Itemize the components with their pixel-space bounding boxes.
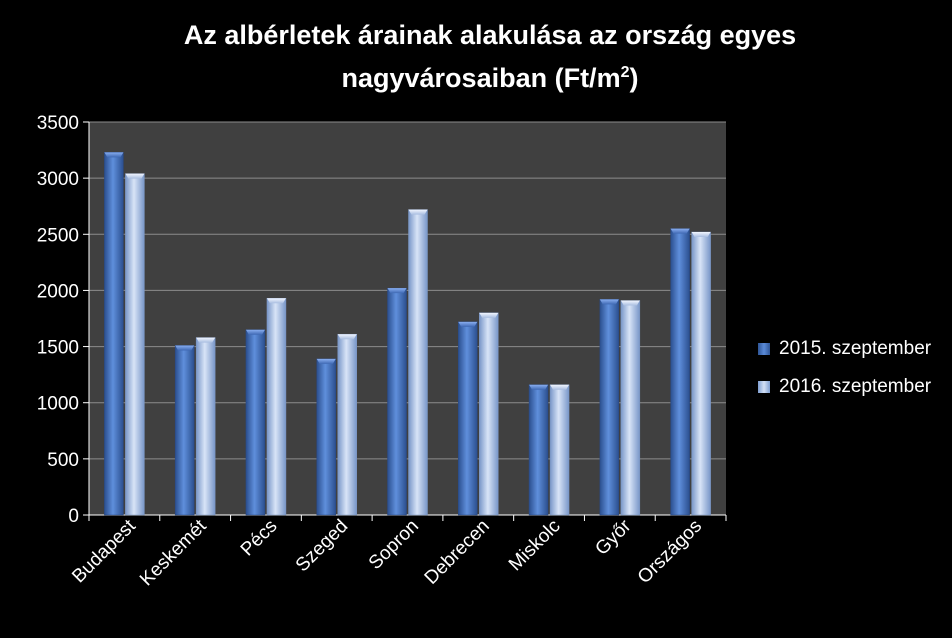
- bar-cap-2015-3: [316, 358, 336, 364]
- bar-2015-6: [528, 384, 549, 516]
- chart-title-line1: Az albérletek árainak alakulása az orszá…: [183, 20, 797, 50]
- bar-2016-4: [408, 209, 428, 516]
- chart-title-line2-text: nagyvárosaiban (Ft/m: [341, 63, 621, 93]
- chart-title-line2: nagyvárosaiban (Ft/m2): [60, 54, 920, 97]
- bar-2016-3: [337, 333, 357, 516]
- legend-swatch-2016: [758, 381, 770, 393]
- bar-cap-2015-8: [670, 228, 690, 234]
- x-category-label: Keskemét: [136, 515, 211, 590]
- legend-item-2015: 2015. szeptember: [758, 330, 952, 368]
- bar-2016-0: [125, 173, 145, 516]
- bar-2015-3: [316, 358, 336, 516]
- y-tick-label: 2000: [37, 281, 79, 302]
- bar-cap-2016-3: [337, 334, 357, 340]
- x-category-label: Pécs: [237, 516, 282, 561]
- bar-cap-2016-0: [125, 173, 145, 179]
- bar-cap-2015-0: [104, 152, 124, 158]
- bar-cap-2016-4: [408, 209, 428, 215]
- legend-label-2015: 2015. szeptember: [779, 338, 932, 359]
- bar-cap-2015-1: [175, 345, 195, 351]
- bar-cap-2016-5: [479, 312, 499, 318]
- bar-cap-2016-1: [196, 337, 216, 343]
- bar-cap-2015-6: [529, 384, 549, 390]
- chart-title-end: ): [629, 63, 639, 93]
- y-tick-label: 3500: [37, 113, 79, 134]
- bar-cap-2015-2: [245, 329, 265, 335]
- x-category-label: Szeged: [292, 516, 352, 576]
- y-tick-label: 0: [68, 506, 79, 527]
- x-category-label: Miskolc: [505, 516, 565, 576]
- y-tick-label: 1500: [37, 338, 79, 359]
- bar-2016-6: [549, 384, 570, 516]
- y-tick-label: 3000: [37, 169, 79, 190]
- x-category-label: Országos: [634, 516, 706, 588]
- bar-2015-2: [245, 329, 266, 516]
- plot-area: [89, 122, 726, 515]
- legend: 2015. szeptember 2016. szeptember: [758, 330, 952, 406]
- y-tick-label: 1000: [37, 394, 79, 415]
- bar-2015-4: [387, 287, 407, 516]
- bar-2016-7: [620, 300, 641, 516]
- bar-2015-1: [174, 345, 195, 516]
- bar-cap-2015-7: [599, 299, 619, 305]
- bar-2016-1: [195, 337, 216, 516]
- bar-2015-7: [599, 299, 620, 516]
- bar-2016-5: [479, 312, 499, 516]
- bar-2015-5: [458, 321, 478, 516]
- chart-title: Az albérletek árainak alakulása az orszá…: [60, 16, 920, 97]
- y-tick-label: 500: [47, 450, 79, 471]
- bar-cap-2016-8: [691, 232, 711, 238]
- bar-cap-2016-7: [620, 300, 640, 306]
- x-category-label: Debrecen: [421, 516, 494, 589]
- legend-item-2016: 2016. szeptember: [758, 368, 952, 406]
- bar-cap-2016-2: [266, 298, 286, 304]
- x-category-label: Budapest: [68, 515, 140, 587]
- x-category-label: Győr: [591, 515, 635, 559]
- bar-2015-8: [670, 228, 690, 516]
- bar-cap-2015-4: [387, 288, 407, 294]
- legend-label-2016: 2016. szeptember: [779, 376, 932, 397]
- chart-title-superscript: 2: [620, 64, 630, 81]
- legend-swatch-2015: [758, 343, 770, 355]
- bar-2016-2: [266, 298, 287, 516]
- x-category-label: Sopron: [365, 516, 423, 574]
- bar-cap-2016-6: [550, 384, 570, 390]
- y-tick-label: 2500: [37, 225, 79, 246]
- bar-2015-0: [104, 152, 124, 516]
- bar-cap-2015-5: [458, 321, 478, 327]
- bar-2016-8: [691, 231, 711, 516]
